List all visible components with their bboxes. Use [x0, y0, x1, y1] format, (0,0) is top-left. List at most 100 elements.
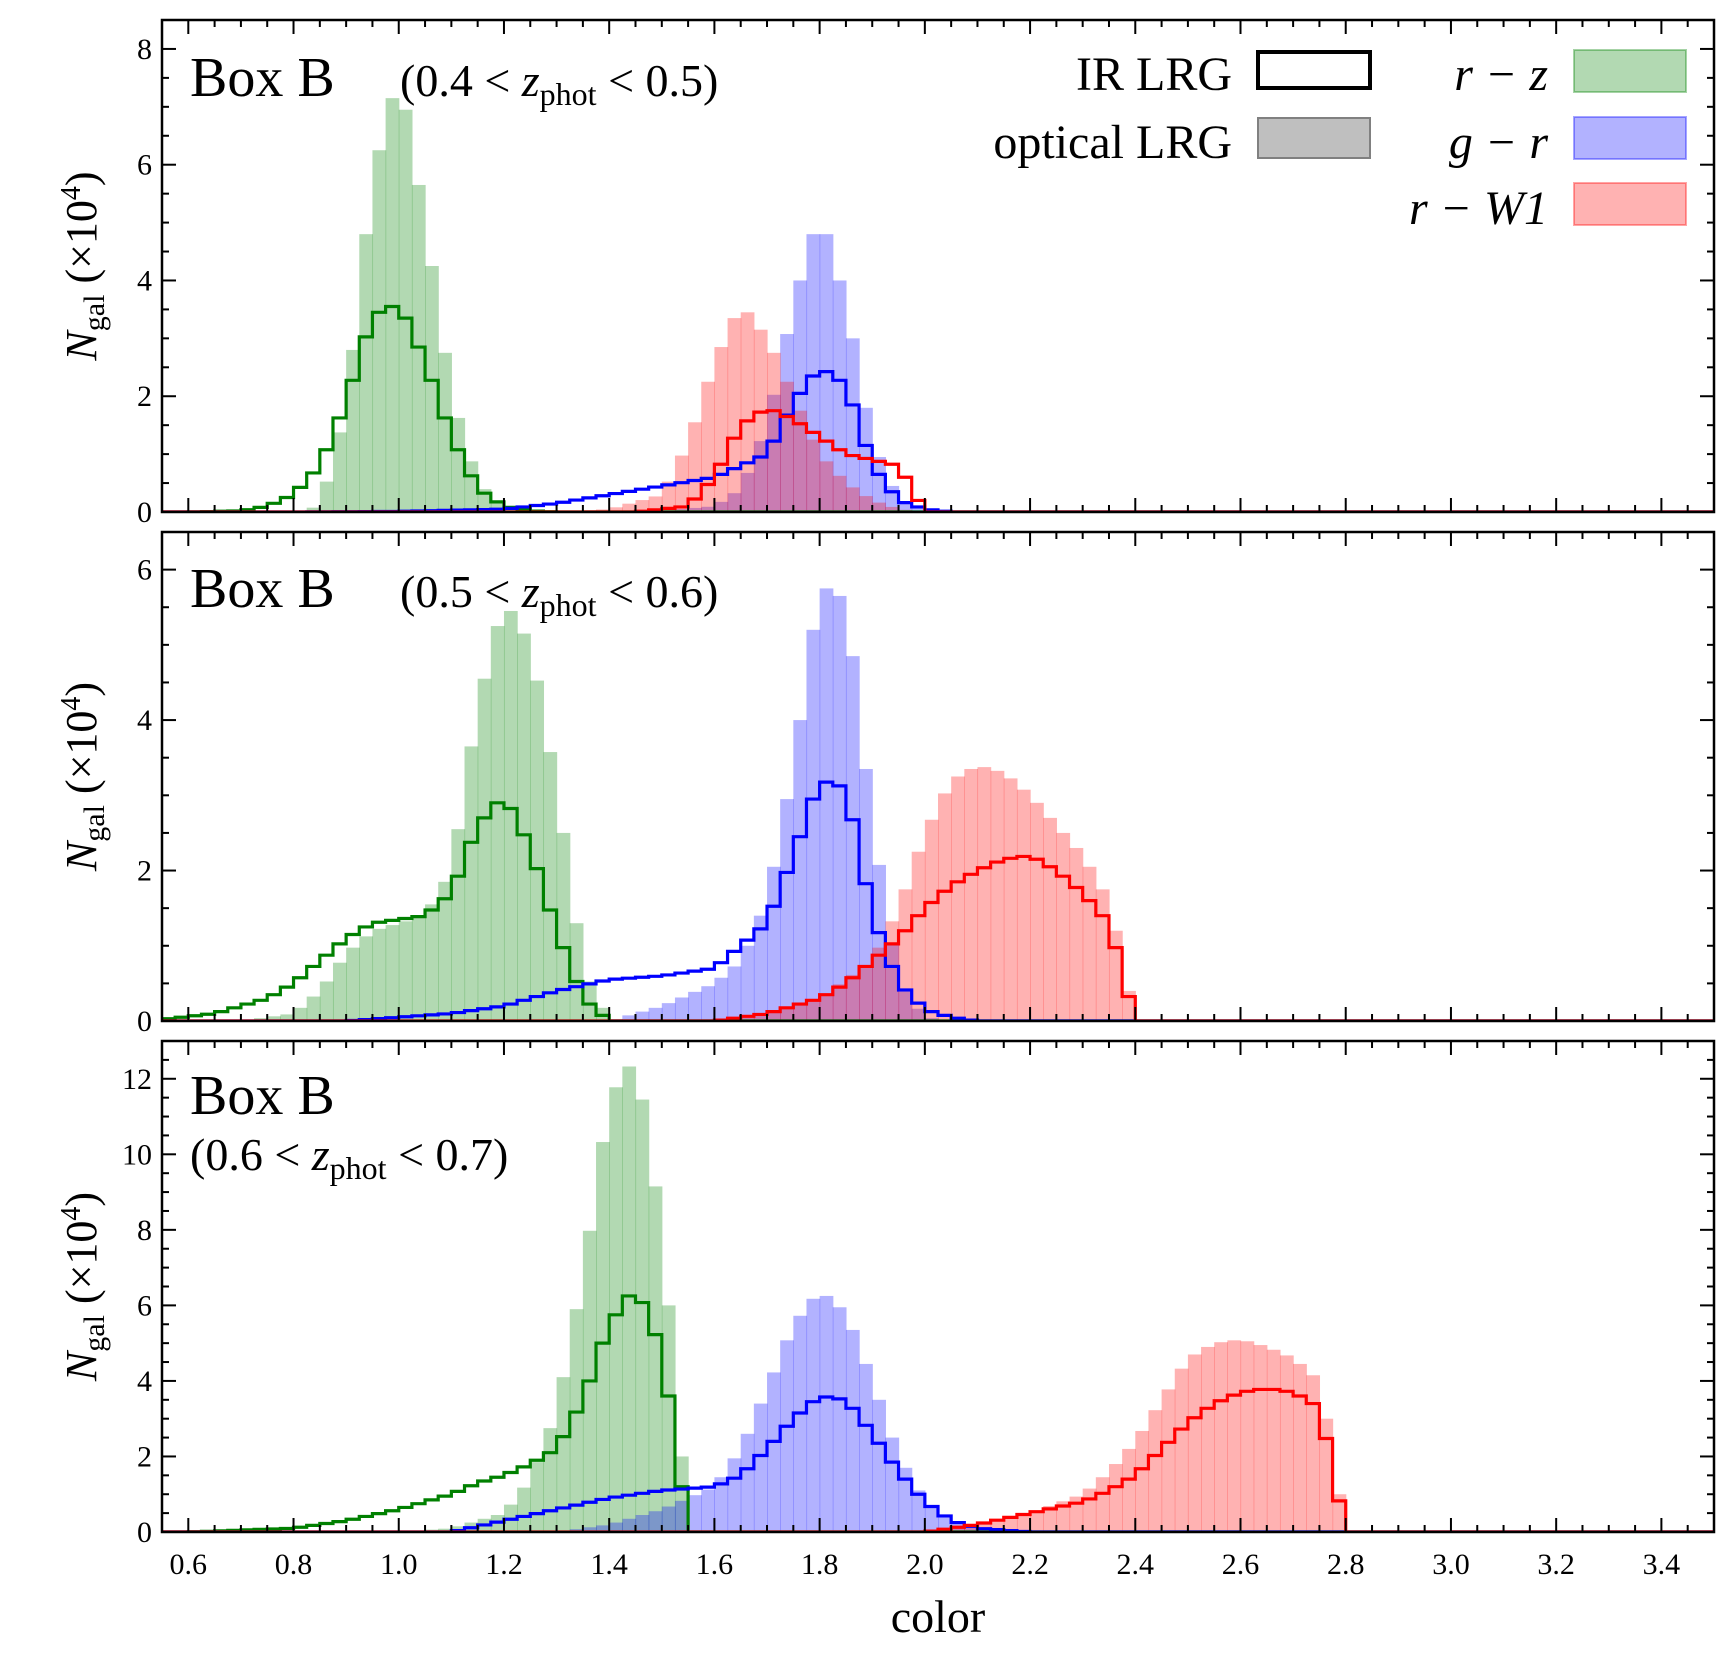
- optical-bar-rW1: [806, 440, 820, 512]
- x-axis-label: color: [891, 1591, 986, 1642]
- legend-gr-swatch: [1574, 117, 1686, 159]
- x-tick-label: 1.4: [590, 1548, 628, 1581]
- optical-bar-rW1: [1030, 803, 1044, 1021]
- optical-bar-gr: [701, 986, 715, 1021]
- optical-bar-gr: [820, 588, 834, 1021]
- optical-bar-gr: [635, 1515, 649, 1532]
- x-tick-label: 3.2: [1537, 1548, 1575, 1581]
- optical-bar-rW1: [912, 852, 926, 1021]
- optical-bar-rz: [530, 1462, 544, 1532]
- optical-bar-rW1: [1254, 1345, 1268, 1532]
- optical-bar-gr: [793, 1316, 807, 1532]
- x-tick-label: 1.6: [696, 1548, 734, 1581]
- legend-optical-swatch: [1258, 118, 1370, 158]
- optical-bar-gr: [859, 1364, 873, 1532]
- optical-bar-gr: [806, 630, 820, 1021]
- optical-bar-rW1: [820, 461, 834, 512]
- optical-bar-rW1: [859, 966, 873, 1021]
- y-tick-label: 0: [137, 1516, 152, 1549]
- optical-bar-rz: [465, 746, 479, 1021]
- optical-bar-gr: [754, 1404, 768, 1532]
- optical-bar-rW1: [1306, 1375, 1320, 1532]
- optical-bar-gr: [780, 799, 794, 1021]
- optical-bar-gr: [662, 1507, 676, 1532]
- panel-title: Box B: [190, 1065, 335, 1127]
- optical-bar-rz: [386, 925, 400, 1021]
- optical-bar-rW1: [1227, 1340, 1241, 1532]
- optical-bar-rW1: [964, 769, 978, 1021]
- optical-bar-rz: [570, 923, 584, 1021]
- optical-bar-rW1: [806, 1000, 820, 1021]
- x-tick-label: 2.0: [906, 1548, 944, 1581]
- y-tick-label: 4: [137, 704, 152, 737]
- optical-bar-rW1: [1109, 1464, 1123, 1532]
- optical-bar-gr: [846, 1330, 860, 1532]
- y-tick-label: 6: [137, 1289, 152, 1322]
- optical-bar-rW1: [1201, 1347, 1215, 1532]
- optical-bar-rW1: [846, 975, 860, 1021]
- optical-bar-gr: [622, 1519, 636, 1532]
- optical-bar-gr: [741, 1434, 755, 1532]
- optical-bar-gr: [649, 1511, 663, 1532]
- optical-bar-rz: [294, 1008, 308, 1021]
- optical-bar-rW1: [1017, 1515, 1031, 1532]
- x-tick-label: 1.2: [485, 1548, 523, 1581]
- optical-bar-rW1: [1280, 1355, 1294, 1532]
- optical-bar-rW1: [1004, 778, 1018, 1021]
- optical-bar-rz: [359, 234, 373, 512]
- optical-bar-gr: [780, 1340, 794, 1532]
- optical-bar-gr: [754, 916, 768, 1021]
- optical-bar-rW1: [1293, 1364, 1307, 1532]
- optical-bar-rz: [333, 432, 347, 512]
- optical-bar-rW1: [780, 1008, 794, 1021]
- x-tick-label: 3.0: [1432, 1548, 1470, 1581]
- optical-bar-rW1: [1162, 1389, 1176, 1532]
- optical-bar-gr: [688, 1495, 702, 1532]
- y-tick-label: 12: [122, 1063, 152, 1096]
- y-tick-label: 6: [137, 554, 152, 587]
- x-tick-label: 3.4: [1643, 1548, 1681, 1581]
- optical-bar-rW1: [951, 777, 965, 1022]
- optical-bar-rW1: [991, 771, 1005, 1021]
- optical-bar-rW1: [833, 984, 847, 1021]
- x-tick-label: 1.0: [380, 1548, 418, 1581]
- optical-bar-gr: [714, 1477, 728, 1532]
- y-tick-label: 2: [137, 1440, 152, 1473]
- optical-bar-rW1: [846, 487, 860, 512]
- optical-bar-rz: [399, 110, 413, 512]
- optical-bar-rW1: [754, 330, 768, 512]
- optical-bar-rW1: [714, 347, 728, 512]
- optical-bar-rW1: [1096, 889, 1110, 1021]
- legend-rz-label: r − z: [1454, 48, 1548, 101]
- legend-rw1-label: r − W1: [1409, 182, 1548, 235]
- optical-bar-rW1: [1056, 833, 1070, 1021]
- optical-bar-rz: [425, 904, 439, 1021]
- x-tick-label: 0.8: [275, 1548, 313, 1581]
- optical-bar-gr: [728, 966, 742, 1021]
- optical-bar-gr: [741, 946, 755, 1021]
- legend-rw1-swatch: [1574, 183, 1686, 225]
- optical-bar-rW1: [1070, 848, 1084, 1021]
- x-tick-label: 2.4: [1117, 1548, 1155, 1581]
- optical-bar-rz: [346, 948, 360, 1021]
- optical-bar-gr: [793, 720, 807, 1021]
- y-tick-label: 0: [137, 1005, 152, 1038]
- optical-bar-rz: [399, 921, 413, 1021]
- y-tick-label: 4: [137, 264, 152, 297]
- optical-bar-rz: [320, 982, 334, 1022]
- y-tick-label: 0: [137, 496, 152, 529]
- optical-bar-rz: [320, 482, 334, 512]
- optical-bar-rz: [372, 150, 386, 512]
- legend-ir-label: IR LRG: [1076, 48, 1232, 101]
- y-tick-label: 10: [122, 1138, 152, 1171]
- optical-bar-rW1: [728, 318, 742, 512]
- optical-bar-gr: [701, 1490, 715, 1532]
- y-tick-label: 4: [137, 1365, 152, 1398]
- optical-bar-rW1: [1214, 1342, 1228, 1532]
- optical-bar-rz: [491, 626, 505, 1021]
- y-tick-label: 8: [137, 1214, 152, 1247]
- optical-bar-rz: [333, 963, 347, 1021]
- optical-bar-gr: [820, 1296, 834, 1532]
- optical-bar-rW1: [793, 1004, 807, 1021]
- x-tick-label: 2.6: [1222, 1548, 1260, 1581]
